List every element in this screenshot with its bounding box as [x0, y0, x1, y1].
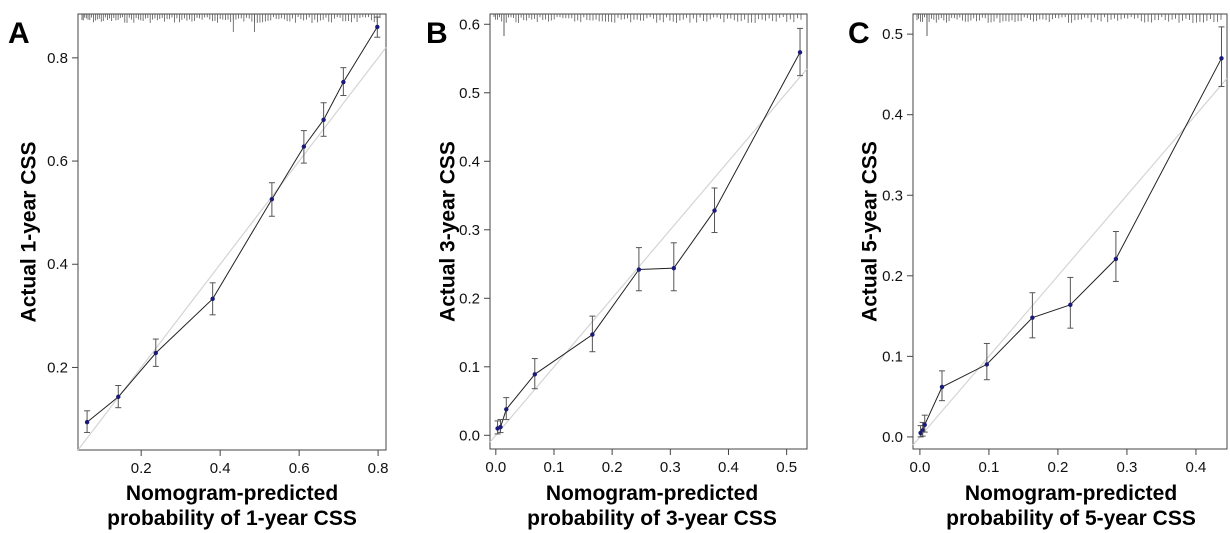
rug-marks	[81, 14, 381, 32]
rug-marks	[493, 14, 802, 36]
data-point	[341, 79, 346, 85]
panel-letter: A	[8, 17, 30, 50]
plot-frame	[77, 13, 387, 451]
x-tick-label: 0.2	[602, 459, 623, 476]
data-point	[590, 332, 595, 337]
data-point	[532, 372, 537, 377]
x-axis-title-line-1: Nomogram-predicted	[965, 482, 1177, 505]
rug-marks	[916, 14, 1222, 36]
data-point	[984, 362, 990, 367]
data-point	[210, 296, 215, 302]
data-point	[920, 428, 925, 433]
data-point	[671, 265, 677, 271]
x-tick-label: 0.1	[978, 459, 999, 476]
x-axis-title-line-1: Nomogram-predicted	[126, 482, 338, 505]
y-tick-label: 0.0	[459, 427, 480, 444]
y-axis-title: Actual 5-year CSS	[858, 141, 881, 322]
x-tick-label: 0.4	[1186, 459, 1207, 476]
y-tick-label: 0.2	[459, 290, 480, 307]
x-tick-label: 0.4	[718, 459, 739, 476]
reference-line	[912, 78, 1228, 446]
data-point	[636, 267, 642, 272]
x-tick-label: 0.0	[909, 459, 930, 476]
y-tick-label: 0.4	[882, 107, 903, 124]
y-tick-label: 0.2	[882, 268, 903, 285]
data-point	[301, 144, 307, 149]
data-point	[939, 384, 945, 390]
x-tick-label: 0.3	[660, 459, 681, 476]
x-tick-label: 0.6	[289, 460, 310, 477]
plot-frame	[489, 13, 808, 450]
data-point	[504, 407, 509, 412]
calibration-line	[497, 52, 801, 429]
y-tick-label: 0.1	[459, 359, 480, 376]
y-tick-label: 0.6	[47, 153, 68, 170]
data-point	[84, 419, 90, 425]
data-point	[1068, 302, 1073, 308]
x-tick-label: 0.5	[776, 459, 797, 476]
data-point	[797, 50, 803, 55]
data-point	[922, 422, 927, 428]
data-point	[1219, 56, 1224, 61]
y-tick-label: 0.8	[47, 50, 68, 67]
x-tick-label: 0.1	[544, 459, 565, 476]
data-point	[712, 208, 717, 213]
y-tick-label: 0.1	[882, 348, 903, 365]
x-axis-title-line-2: probability of 1-year CSS	[107, 507, 357, 530]
data-point	[116, 394, 121, 400]
y-tick-label: 0.4	[47, 256, 68, 273]
data-point	[498, 424, 503, 430]
y-axis-title: Actual 3-year CSS	[436, 141, 459, 322]
y-tick-label: 0.5	[882, 26, 903, 43]
reference-line	[77, 47, 387, 451]
x-axis-title-line-2: probability of 3-year CSS	[527, 507, 777, 530]
calibration-line	[86, 26, 378, 423]
panel-c: C 0.0 0.1 0.2 0.3 0.4 0.0 0.1 0.2 0.3 0.4 0.5 Actual…	[848, 13, 1228, 530]
y-tick-label: 0.5	[459, 85, 480, 102]
x-tick-label: 0.3	[1117, 459, 1138, 476]
reference-line	[489, 68, 808, 443]
panel-letter: C	[848, 17, 870, 50]
plot-frame	[912, 13, 1228, 450]
y-tick-label: 0.0	[882, 429, 903, 446]
x-tick-label: 0.8	[368, 460, 389, 477]
calibration-line	[920, 58, 1222, 434]
data-point	[153, 350, 158, 356]
y-tick-label: 0.4	[459, 153, 480, 170]
x-axis-title-line-1: Nomogram-predicted	[546, 482, 758, 505]
y-tick-label: 0.3	[459, 222, 480, 239]
panel-a: A 0.2 0.4 0.6 0.8 0.2 0.4 0.6 0.8 Actual 1-year C…	[8, 13, 389, 530]
x-tick-label: 0.0	[485, 459, 506, 476]
y-tick-label: 0.3	[882, 187, 903, 204]
data-point	[1113, 256, 1119, 262]
panel-b: B 0.0 0.1 0.2 0.3 0.4 0.5 0.0 0.1 0.2 0.3 0.4 0.5 0.6…	[426, 13, 808, 530]
x-tick-label: 0.2	[1047, 459, 1068, 476]
y-tick-label: 0.6	[459, 16, 480, 33]
data-point	[1030, 315, 1035, 320]
x-tick-label: 0.4	[210, 460, 231, 477]
data-point	[269, 197, 275, 202]
y-tick-label: 0.2	[47, 359, 68, 376]
data-point	[375, 24, 380, 30]
x-axis-title-line-2: probability of 5-year CSS	[946, 507, 1196, 530]
data-point	[321, 117, 326, 122]
x-tick-label: 0.2	[131, 460, 152, 477]
panel-letter: B	[426, 17, 448, 50]
y-axis-title: Actual 1-year CSS	[17, 142, 40, 323]
